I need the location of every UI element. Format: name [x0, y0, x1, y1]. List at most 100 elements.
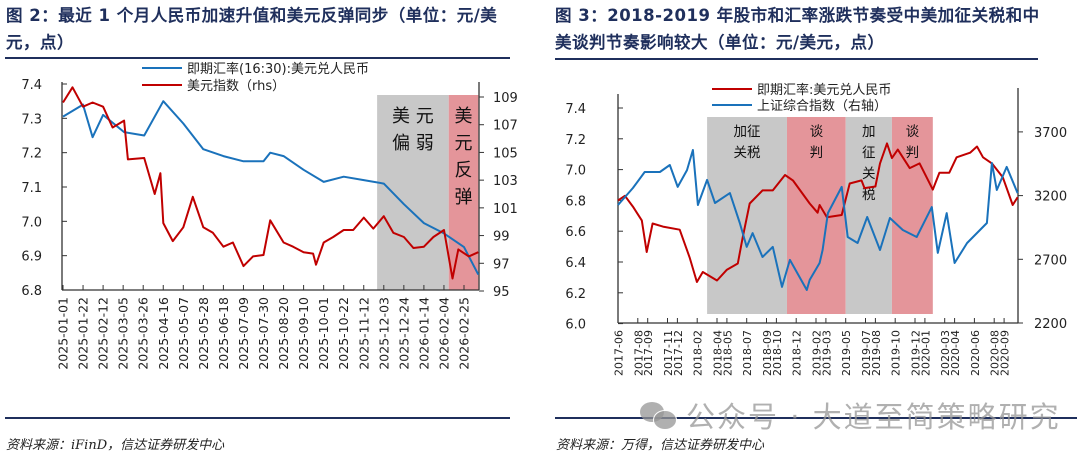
x-tick-label: 2025-01-01: [56, 297, 71, 370]
y-tick-label-left: 7.1: [21, 181, 42, 196]
y-tick-label-right: 101: [493, 202, 518, 217]
wechat-icon: [640, 400, 680, 430]
x-tick-label: 2025-10-22: [336, 297, 351, 370]
x-tick-label: 2025-07-30: [256, 297, 271, 370]
y-tick-label-right: 3700: [1034, 126, 1067, 141]
x-tick-label: 2018-02: [692, 330, 705, 376]
x-tick-label: 2026-02-25: [457, 297, 472, 370]
x-tick-label: 2025-05-07: [176, 297, 191, 370]
watermark: 公众号 · 大道至简策略研究: [640, 394, 1061, 436]
band-label: 美元反弹: [455, 106, 473, 208]
x-tick-label: 2020-04: [949, 330, 962, 376]
y-tick-label-right: 109: [493, 91, 518, 106]
x-tick-label: 2025-11-12: [356, 297, 371, 370]
band-label-line: 谈: [906, 124, 920, 140]
legend-label: 美元指数（rhs）: [187, 79, 285, 94]
band-label-line: 弹: [455, 187, 473, 208]
x-tick-label: 2017-08: [632, 330, 645, 376]
y-tick-label-right: 107: [493, 119, 518, 134]
band-label-line: 加: [862, 124, 876, 140]
y-tick-label-right: 103: [493, 174, 518, 189]
x-tick-label: 2020-01: [919, 330, 932, 376]
y-tick-label-right: 2700: [1034, 253, 1067, 268]
x-tick-label: 2025-05-28: [196, 297, 211, 370]
y-tick-label-left: 7.2: [21, 147, 42, 162]
y-tick-label-left: 7.0: [565, 164, 586, 179]
band-label-line: 美 元: [392, 106, 434, 127]
band-label-line: 偏 弱: [392, 133, 434, 154]
series-line-red: [62, 86, 479, 280]
x-tick-label: 2018-09: [761, 330, 774, 376]
x-tick-label: 2019-03: [820, 330, 833, 376]
band-label: 美 元偏 弱: [392, 106, 434, 154]
band-label-line: 关税: [734, 145, 762, 161]
right-bottom-rule: [555, 417, 1077, 419]
x-tick-label: 2018-12: [791, 330, 804, 376]
x-tick-label: 2025-08-20: [276, 297, 291, 370]
band-label-line: 加征: [734, 124, 761, 140]
band-label: 谈判: [810, 124, 824, 161]
x-tick-label: 2025-07-09: [236, 297, 251, 370]
x-tick-label: 2025-01-22: [76, 297, 91, 370]
shaded-band-pink: [448, 95, 479, 290]
shaded-band-gray: [377, 95, 449, 290]
x-tick-label: 2018-10: [771, 330, 784, 376]
left-top-rule: [5, 57, 510, 59]
y-tick-label-right: 97: [493, 257, 510, 272]
band-label-line: 反: [455, 160, 473, 181]
y-tick-label-right: 3200: [1034, 190, 1067, 205]
band-label-line: 征: [862, 145, 876, 161]
y-tick-label-left: 7.4: [21, 78, 42, 93]
legend-label: 上证综合指数（右轴）: [757, 99, 887, 114]
series-line-red: [617, 142, 1019, 283]
legend-label: 即期汇率(16:30):美元兑人民币: [187, 61, 369, 77]
x-tick-label: 2025-10-01: [316, 297, 331, 370]
x-tick-label: 2019-12: [910, 330, 923, 376]
band-label-line: 税: [862, 187, 876, 203]
y-tick-label-left: 7.0: [21, 215, 42, 230]
y-tick-label-left: 6.4: [565, 256, 586, 271]
x-tick-label: 2025-02-12: [96, 297, 111, 370]
left-bottom-rule: [5, 417, 510, 419]
x-tick-label: 2020-03: [939, 330, 952, 376]
x-tick-label: 2019-08: [870, 330, 883, 376]
x-tick-label: 2018-04: [712, 330, 725, 376]
x-tick-label: 2019-02: [811, 330, 824, 376]
left-source-note: 资料来源：iFinD，信达证券研发中心: [6, 438, 225, 453]
band-label-line: 判: [906, 145, 920, 161]
x-tick-label: 2020-06: [969, 330, 982, 376]
x-tick-label: 2017-11: [662, 330, 675, 376]
right-chart-title: 图 3：2018-2019 年股市和汇率涨跌节奏受中美加征关税和中美谈判节奏影响…: [555, 6, 1040, 52]
y-tick-label-left: 6.8: [565, 194, 586, 209]
band-label-line: 关: [862, 166, 876, 182]
x-tick-label: 2020-09: [999, 330, 1012, 376]
band-label-line: 判: [810, 145, 824, 161]
x-tick-label: 2018-05: [721, 330, 734, 376]
y-tick-label-left: 6.0: [565, 318, 586, 333]
x-tick-label: 2026-02-04: [436, 297, 451, 370]
x-tick-label: 2019-10: [890, 330, 903, 376]
x-tick-label: 2025-09-10: [296, 297, 311, 370]
legend-label: 即期汇率:美元兑人民币: [757, 82, 891, 98]
y-tick-label-left: 6.2: [565, 287, 586, 302]
band-label: 加征关税: [734, 124, 762, 161]
right-top-rule: [555, 58, 1038, 60]
x-tick-label: 2025-06-18: [216, 297, 231, 370]
right-source-note: 资料来源：万得，信达证券研发中心: [556, 438, 765, 453]
y-tick-label-right: 95: [493, 285, 510, 300]
band-label-line: 美: [455, 106, 473, 127]
series-line-blue: [617, 149, 1019, 291]
left-chart-title: 图 2：最近 1 个月人民币加速升值和美元反弹同步（单位：元/美元，点）: [6, 6, 498, 52]
y-tick-label-left: 6.8: [21, 284, 42, 299]
x-tick-label: 2025-03-05: [116, 297, 131, 370]
x-tick-label: 2025-03-26: [136, 297, 151, 370]
y-tick-label-right: 99: [493, 230, 510, 245]
x-tick-label: 2025-12-24: [396, 297, 411, 370]
band-label-line: 谈: [810, 124, 824, 140]
x-tick-label: 2017-12: [672, 330, 685, 376]
band-label: 谈判: [906, 124, 920, 161]
band-label: 加征关税: [862, 124, 876, 203]
band-label-line: 元: [455, 133, 473, 154]
x-tick-label: 2025-04-16: [156, 297, 171, 370]
